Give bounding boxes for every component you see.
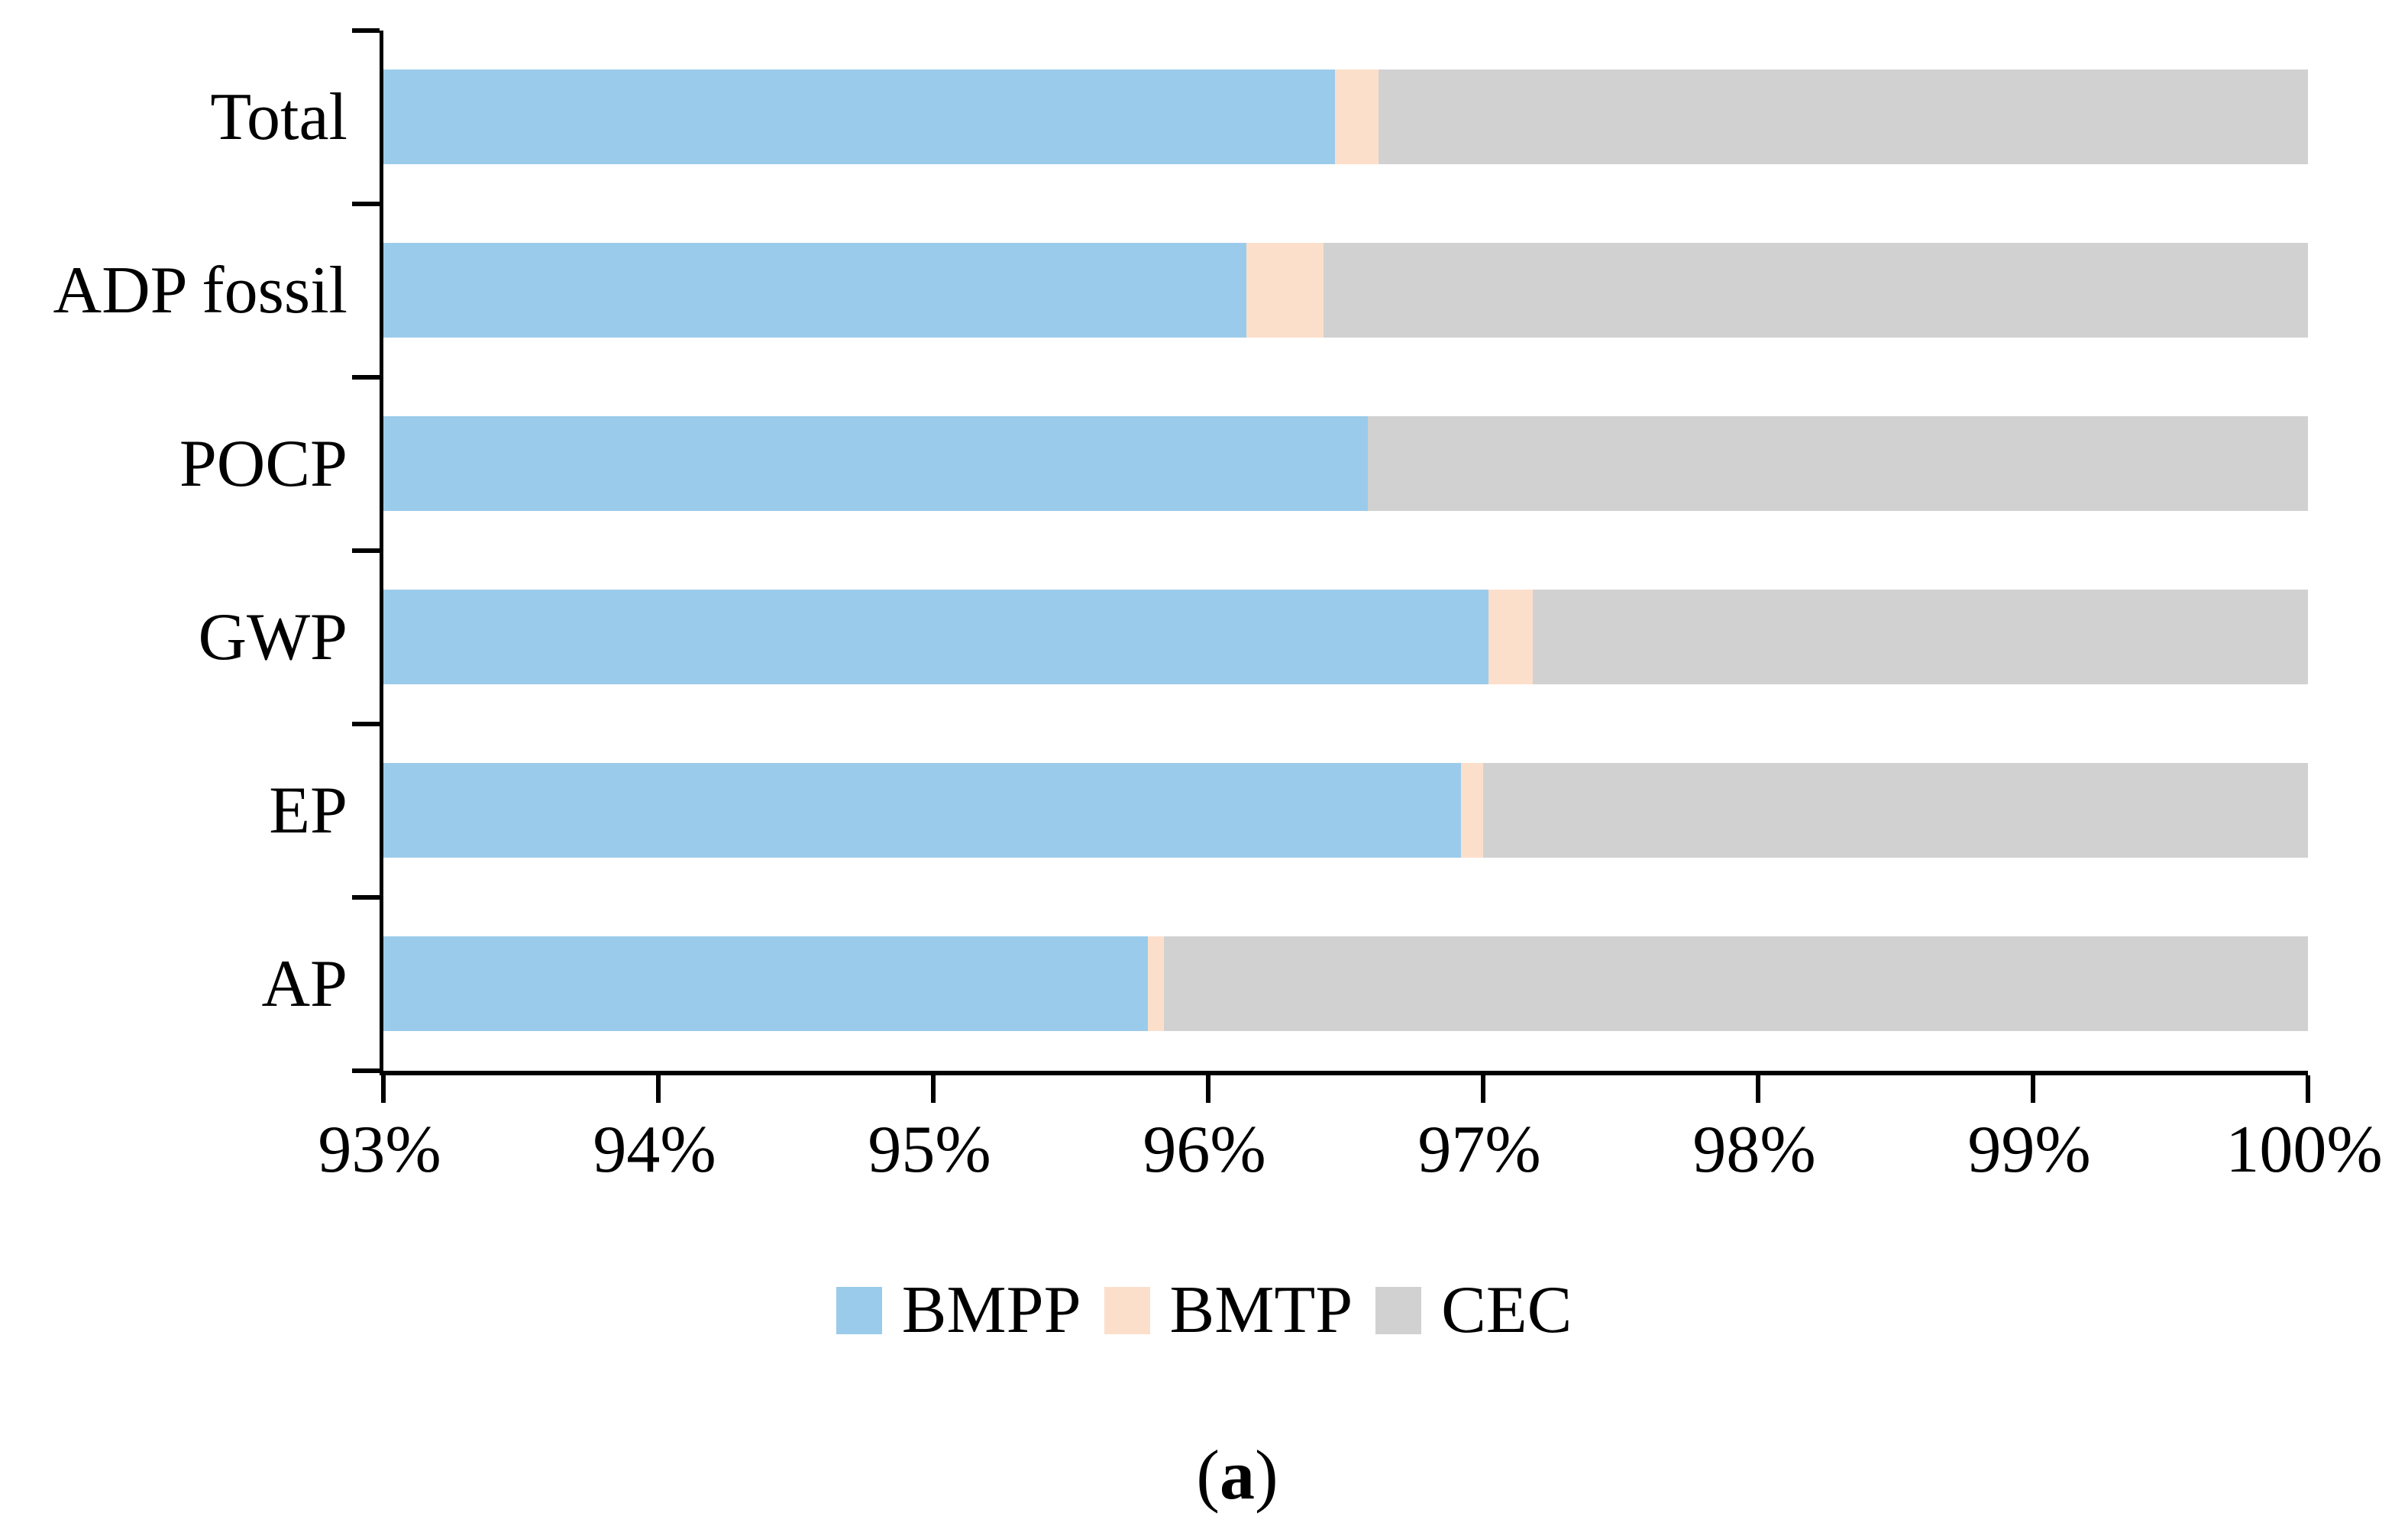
bar-segment-bmtp bbox=[1246, 243, 1324, 338]
x-axis-tick bbox=[1206, 1075, 1210, 1103]
x-axis-tick-label: 100% bbox=[2225, 1113, 2383, 1187]
legend-item-bmpp: BMPP bbox=[836, 1274, 1081, 1347]
category-label-ap: AP bbox=[261, 947, 348, 1021]
y-axis-tick bbox=[352, 28, 380, 33]
x-axis-tick bbox=[931, 1075, 936, 1103]
category-label-ep: EP bbox=[269, 774, 347, 848]
bar-segment-bmpp bbox=[383, 70, 1335, 164]
stacked-bar bbox=[383, 936, 2308, 1031]
category-label-pocp: POCP bbox=[179, 427, 347, 501]
x-axis-tick bbox=[381, 1075, 386, 1103]
bar-segment-bmpp bbox=[383, 763, 1462, 858]
bar-row-pocp bbox=[383, 377, 2308, 551]
bar-segment-cec bbox=[1367, 416, 2308, 511]
caption-open-paren: ( bbox=[1196, 1436, 1220, 1514]
bar-row-ep bbox=[383, 724, 2308, 897]
legend-swatch-bmpp bbox=[836, 1287, 882, 1334]
bar-row-gwp bbox=[383, 551, 2308, 724]
bar-segment-bmpp bbox=[383, 936, 1148, 1031]
bar-segment-cec bbox=[1483, 763, 2308, 858]
bar-segment-bmtp bbox=[1488, 590, 1533, 684]
legend-label-bmtp: BMTP bbox=[1169, 1273, 1353, 1347]
x-axis-tick bbox=[2031, 1075, 2035, 1103]
x-axis-labels: 93% 94% 95% 96% 97% 98% 99% 100% bbox=[318, 1104, 2382, 1196]
bar-segment-cec bbox=[1164, 936, 2308, 1031]
legend-item-cec: CEC bbox=[1375, 1274, 1572, 1347]
bar-segment-bmpp bbox=[383, 590, 1489, 684]
legend: BMPP BMTP CEC bbox=[0, 1274, 2408, 1347]
legend-label-bmpp: BMPP bbox=[901, 1273, 1081, 1347]
legend-swatch-bmtp bbox=[1104, 1287, 1150, 1334]
x-axis-tick-label: 95% bbox=[868, 1113, 991, 1187]
x-axis-tick bbox=[1481, 1075, 1485, 1103]
x-axis-tick bbox=[1756, 1075, 1760, 1103]
category-label-adp-fossil: ADP fossil bbox=[53, 254, 347, 328]
stacked-bar bbox=[383, 243, 2308, 338]
bar-segment-bmtp bbox=[1461, 763, 1483, 858]
bar-segment-cec bbox=[1324, 243, 2308, 338]
x-axis-tick bbox=[656, 1075, 661, 1103]
legend-item-bmtp: BMTP bbox=[1104, 1274, 1353, 1347]
y-axis-tick bbox=[352, 548, 380, 553]
x-axis-tick-label: 98% bbox=[1692, 1113, 1816, 1187]
plot-area bbox=[352, 28, 2310, 1103]
caption-close-paren: ) bbox=[1255, 1436, 1278, 1514]
bar-segment-bmtp bbox=[1147, 936, 1165, 1031]
bar-row-adp-fossil bbox=[383, 204, 2308, 377]
bar-segment-bmtp bbox=[1334, 70, 1379, 164]
stacked-bar bbox=[383, 70, 2308, 164]
bar-row-ap bbox=[383, 897, 2308, 1071]
bar-segment-bmpp bbox=[383, 243, 1247, 338]
bar-row-total bbox=[383, 31, 2308, 204]
y-axis-tick bbox=[352, 1068, 380, 1073]
bar-segment-cec bbox=[1532, 590, 2308, 684]
x-axis-tick bbox=[2306, 1075, 2310, 1103]
stacked-bar bbox=[383, 590, 2308, 684]
legend-swatch-cec bbox=[1375, 1287, 1422, 1334]
caption-letter: a bbox=[1220, 1436, 1255, 1514]
y-axis-tick bbox=[352, 375, 380, 380]
bar-segment-bmpp bbox=[383, 416, 1368, 511]
x-axis-tick-label: 97% bbox=[1417, 1113, 1541, 1187]
x-axis-tick-label: 93% bbox=[318, 1113, 441, 1187]
category-label-gwp: GWP bbox=[198, 600, 347, 674]
x-axis-tick-label: 96% bbox=[1143, 1113, 1266, 1187]
y-axis-tick bbox=[352, 722, 380, 726]
stacked-bar bbox=[383, 763, 2308, 858]
stacked-bar bbox=[383, 416, 2308, 511]
figure-caption: (a) bbox=[0, 1434, 2408, 1515]
bar-segment-cec bbox=[1379, 70, 2308, 164]
category-label-total: Total bbox=[210, 80, 347, 154]
x-axis-tick-label: 94% bbox=[593, 1113, 716, 1187]
x-axis-tick-label: 99% bbox=[1967, 1113, 2091, 1187]
y-axis-tick bbox=[352, 202, 380, 206]
y-axis-tick bbox=[352, 895, 380, 900]
legend-label-cec: CEC bbox=[1441, 1273, 1572, 1347]
